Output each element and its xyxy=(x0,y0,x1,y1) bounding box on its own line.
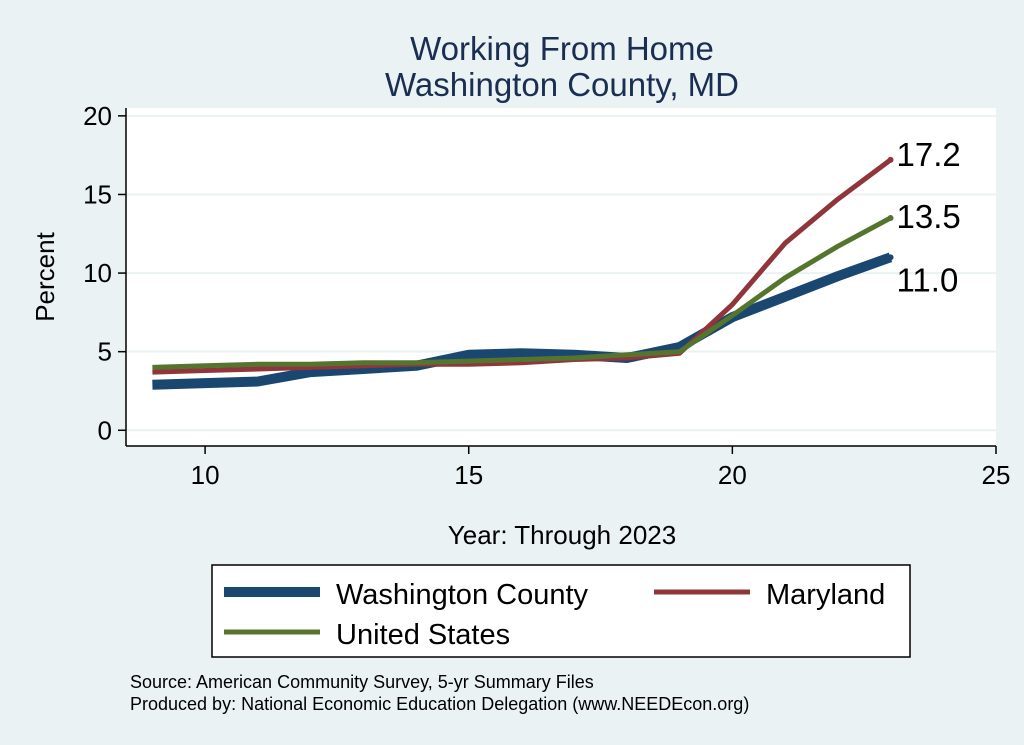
end-label-united-states: 13.5 xyxy=(897,198,961,235)
produced-by-note: Produced by: National Economic Education… xyxy=(130,694,749,714)
x-tick-label-15: 15 xyxy=(454,460,483,490)
y-tick-label-10: 10 xyxy=(83,258,112,288)
x-tick-label-25: 25 xyxy=(982,460,1011,490)
plot-area xyxy=(126,108,996,446)
legend: Washington County Maryland United States xyxy=(211,564,911,658)
y-axis-ticks: 0 5 10 15 20 xyxy=(83,101,126,445)
end-point-washington-county xyxy=(887,254,894,261)
y-tick-label-0: 0 xyxy=(98,415,112,445)
gridlines xyxy=(126,114,996,432)
series-line-united-states xyxy=(152,215,892,370)
series-line-washington-county xyxy=(152,252,893,390)
y-tick-label-5: 5 xyxy=(98,337,112,367)
x-tick-label-20: 20 xyxy=(718,460,747,490)
x-tick-label-10: 10 xyxy=(191,460,220,490)
series-line-maryland xyxy=(152,157,892,375)
legend-label-washington-county: Washington County xyxy=(336,579,589,611)
y-tick-label-20: 20 xyxy=(83,101,112,131)
legend-label-maryland: Maryland xyxy=(766,579,885,611)
chart-title-line-2: Washington County, MD xyxy=(385,66,739,103)
series-lines xyxy=(152,157,893,390)
legend-label-united-states: United States xyxy=(336,619,510,651)
x-axis-ticks: 10 15 20 25 xyxy=(191,446,1011,490)
y-tick-label-15: 15 xyxy=(83,179,112,209)
end-point-maryland xyxy=(887,156,894,163)
end-label-maryland: 17.2 xyxy=(897,136,961,173)
end-point-united-states xyxy=(887,215,894,222)
chart-title-line-1: Working From Home xyxy=(410,30,714,67)
end-label-washington-county: 11.0 xyxy=(897,261,959,298)
x-axis-label: Year: Through 2023 xyxy=(448,520,676,550)
legend-box xyxy=(211,564,911,658)
source-note: Source: American Community Survey, 5-yr … xyxy=(130,672,594,692)
end-labels: 11.0 17.2 13.5 xyxy=(887,136,961,298)
y-axis-label: Percent xyxy=(30,231,60,321)
